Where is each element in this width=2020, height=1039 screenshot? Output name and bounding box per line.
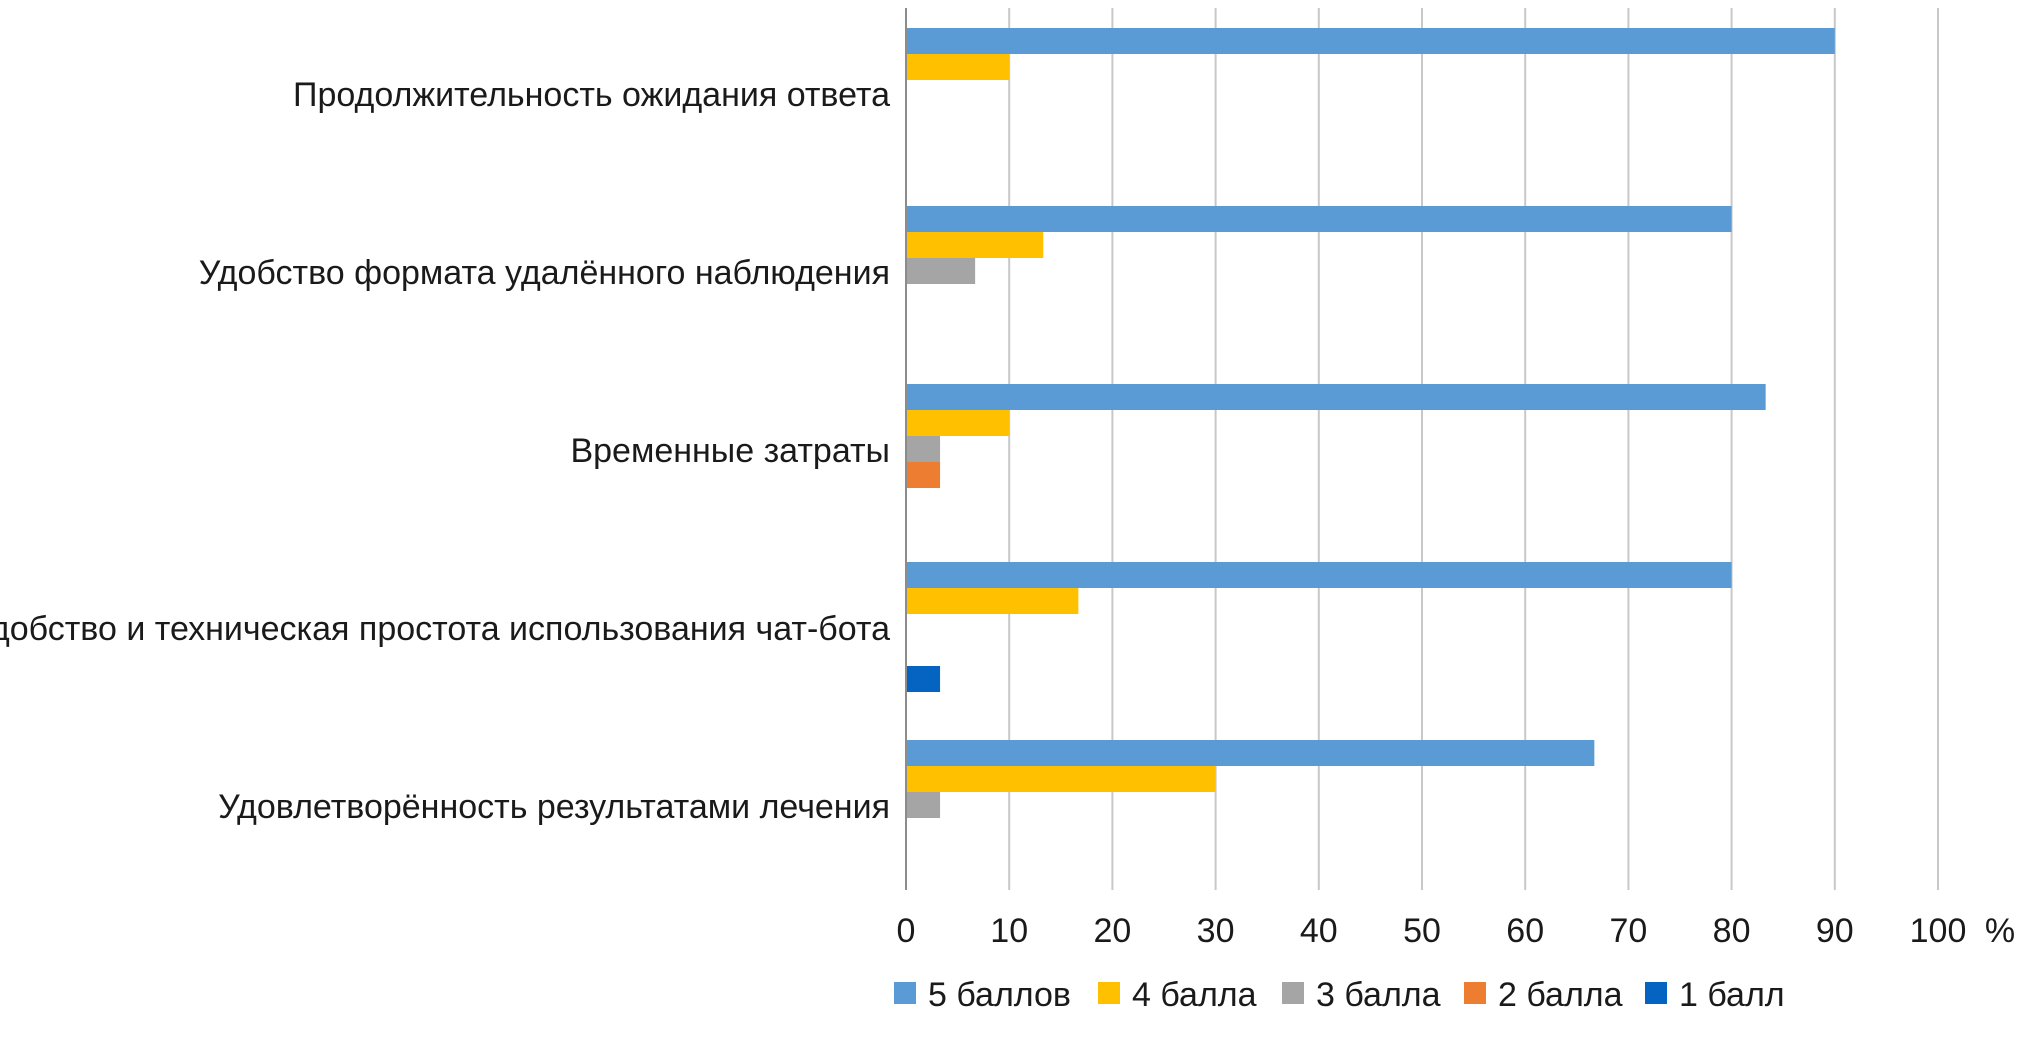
legend-swatch-2 bbox=[1098, 982, 1120, 1004]
bar-3-series-2 bbox=[906, 410, 1010, 436]
bar-5-series-1 bbox=[906, 740, 1595, 766]
legend-swatch-3 bbox=[1282, 982, 1304, 1004]
tick-label-80: 80 bbox=[1713, 912, 1751, 950]
category-label-4: Удобство и техническая простота использо… bbox=[0, 610, 890, 648]
bar-5-series-2 bbox=[906, 766, 1216, 792]
tick-labels: 0 10 20 30 40 50 60 70 80 90 100 bbox=[897, 912, 1967, 950]
bar-1-series-1 bbox=[906, 28, 1835, 54]
legend-label-2: 4 балла bbox=[1132, 976, 1257, 1014]
legend-swatch-1 bbox=[894, 982, 916, 1004]
bar-3-series-4 bbox=[906, 462, 941, 488]
tick-label-0: 0 bbox=[897, 912, 916, 950]
tick-label-40: 40 bbox=[1300, 912, 1338, 950]
bar-4-series-5 bbox=[906, 666, 941, 692]
tick-label-60: 60 bbox=[1506, 912, 1544, 950]
tick-label-20: 20 bbox=[1093, 912, 1131, 950]
tick-label-30: 30 bbox=[1197, 912, 1235, 950]
unit-label: % bbox=[1985, 912, 2015, 950]
category-label-1: Продолжительность ожидания ответа bbox=[293, 76, 890, 114]
tick-label-50: 50 bbox=[1403, 912, 1441, 950]
legend: 5 баллов 4 балла 3 балла 2 балла 1 балл bbox=[894, 976, 1785, 1014]
tick-label-10: 10 bbox=[990, 912, 1028, 950]
bar-2-series-2 bbox=[906, 232, 1044, 258]
tick-label-90: 90 bbox=[1816, 912, 1854, 950]
bar-4-series-1 bbox=[906, 562, 1732, 588]
tick-label-70: 70 bbox=[1609, 912, 1647, 950]
grid-layer bbox=[1008, 8, 1939, 890]
bar-5-series-3 bbox=[906, 792, 941, 818]
tick-label-100: 100 bbox=[1910, 912, 1967, 950]
category-labels: Продолжительность ожидания ответа Удобств… bbox=[0, 76, 890, 826]
legend-swatch-4 bbox=[1464, 982, 1486, 1004]
legend-label-1: 5 баллов bbox=[928, 976, 1071, 1014]
legend-label-4: 2 балла bbox=[1498, 976, 1623, 1014]
bars-layer bbox=[906, 28, 1835, 818]
bar-4-series-2 bbox=[906, 588, 1079, 614]
category-label-3: Временные затраты bbox=[570, 432, 890, 470]
bar-2-series-1 bbox=[906, 206, 1732, 232]
category-label-5: Удовлетворённость результатами лечения bbox=[218, 788, 890, 826]
legend-label-5: 1 балл bbox=[1679, 976, 1785, 1014]
bar-3-series-3 bbox=[906, 436, 941, 462]
bar-3-series-1 bbox=[906, 384, 1766, 410]
category-label-2: Удобство формата удалённого наблюдения bbox=[199, 254, 890, 292]
legend-swatch-5 bbox=[1645, 982, 1667, 1004]
bar-2-series-3 bbox=[906, 258, 976, 284]
legend-label-3: 3 балла bbox=[1316, 976, 1441, 1014]
bar-1-series-2 bbox=[906, 54, 1010, 80]
